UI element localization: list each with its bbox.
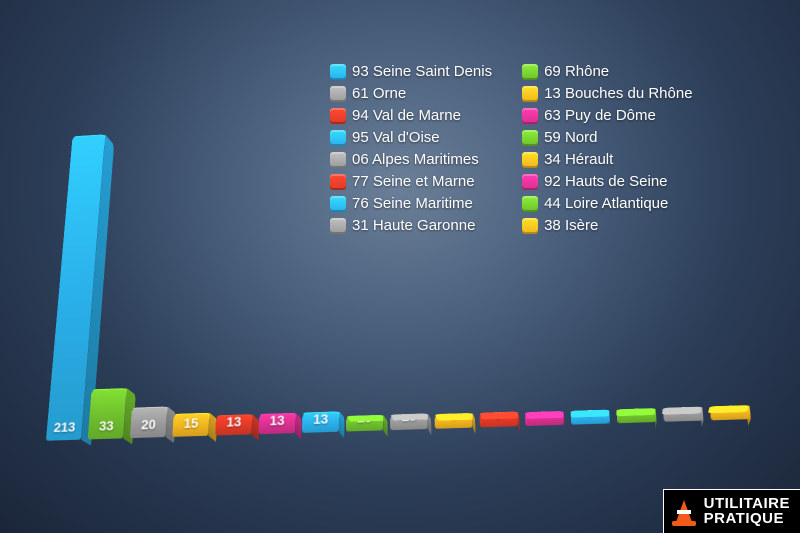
legend-item: 69 Rhône <box>522 62 692 82</box>
legend-label: 06 Alpes Maritimes <box>352 150 479 170</box>
legend-column: 69 Rhône13 Bouches du Rhône63 Puy de Dôm… <box>522 62 692 236</box>
bar-value-label: 9 <box>435 406 473 423</box>
legend-item: 38 Isère <box>522 216 692 236</box>
bar: 9 <box>480 412 519 428</box>
legend-item: 31 Haute Garonne <box>330 216 492 236</box>
bar-value-label: 9 <box>479 405 518 422</box>
bar: 8 <box>663 407 704 422</box>
legend-swatch <box>522 64 538 80</box>
legend-label: 69 Rhône <box>544 62 609 82</box>
bar: 8 <box>617 408 657 423</box>
legend-label: 63 Puy de Dôme <box>544 106 656 126</box>
legend-item: 93 Seine Saint Denis <box>330 62 492 82</box>
legend-column: 93 Seine Saint Denis61 Orne94 Val de Mar… <box>330 62 492 236</box>
legend-swatch <box>522 152 538 168</box>
bar: 15 <box>172 412 209 437</box>
bar: 20 <box>130 406 168 438</box>
bar: 9 <box>435 413 473 429</box>
bar-value-label: 20 <box>130 416 167 432</box>
legend-item: 76 Seine Maritime <box>330 194 492 214</box>
traffic-cone-icon <box>672 496 696 526</box>
bar: 7 <box>710 405 751 420</box>
legend-label: 13 Bouches du Rhône <box>544 84 692 104</box>
bar-value-label: 33 <box>88 417 125 433</box>
legend-item: 77 Seine et Marne <box>330 172 492 192</box>
legend-swatch <box>522 130 538 146</box>
logo-line2: PRATIQUE <box>704 511 790 527</box>
logo-line1: UTILITAIRE <box>704 496 790 512</box>
logo-text: UTILITAIRE PRATIQUE <box>704 496 790 528</box>
legend-swatch <box>330 218 346 234</box>
legend-swatch <box>522 196 538 212</box>
bar: 10 <box>390 413 428 430</box>
legend-item: 61 Orne <box>330 84 492 104</box>
legend-label: 38 Isère <box>544 216 598 236</box>
legend-label: 61 Orne <box>352 84 406 104</box>
legend-item: 13 Bouches du Rhône <box>522 84 692 104</box>
brand-logo: UTILITAIRE PRATIQUE <box>663 489 800 533</box>
legend-item: 59 Nord <box>522 128 692 148</box>
chart-stage: 21333201513131310109988887 93 Seine Sain… <box>0 0 800 533</box>
legend-label: 44 Loire Atlantique <box>544 194 668 214</box>
legend-item: 94 Val de Marne <box>330 106 492 126</box>
legend-label: 94 Val de Marne <box>352 106 461 126</box>
bar: 13 <box>258 413 295 435</box>
legend-swatch <box>330 108 346 124</box>
chart-legend: 93 Seine Saint Denis61 Orne94 Val de Mar… <box>330 62 693 236</box>
bar-value-label: 15 <box>173 415 210 432</box>
legend-swatch <box>522 218 538 234</box>
legend-item: 34 Hérault <box>522 150 692 170</box>
legend-label: 93 Seine Saint Denis <box>352 62 492 82</box>
bar: 8 <box>570 410 610 425</box>
bar: 13 <box>215 414 252 435</box>
bar-value-label: 13 <box>259 412 296 429</box>
legend-item: 44 Loire Atlantique <box>522 194 692 214</box>
legend-label: 59 Nord <box>544 128 597 148</box>
bar: 13 <box>302 411 339 433</box>
legend-label: 31 Haute Garonne <box>352 216 475 236</box>
bar: 10 <box>346 415 383 432</box>
bar: 213 <box>46 134 105 441</box>
bar-value-label: 10 <box>390 408 428 425</box>
legend-swatch <box>330 152 346 168</box>
legend-label: 77 Seine et Marne <box>352 172 475 192</box>
legend-swatch <box>330 64 346 80</box>
bar-value-label: 13 <box>215 413 252 430</box>
legend-item: 95 Val d'Oise <box>330 128 492 148</box>
legend-label: 34 Hérault <box>544 150 613 170</box>
legend-swatch <box>330 130 346 146</box>
legend-swatch <box>330 174 346 190</box>
bar-value-label: 10 <box>346 409 383 426</box>
legend-swatch <box>522 108 538 124</box>
legend-item: 63 Puy de Dôme <box>522 106 692 126</box>
legend-item: 06 Alpes Maritimes <box>330 150 492 170</box>
legend-swatch <box>330 196 346 212</box>
legend-label: 76 Seine Maritime <box>352 194 473 214</box>
legend-swatch <box>522 174 538 190</box>
bar-value-label: 13 <box>302 410 339 427</box>
legend-label: 95 Val d'Oise <box>352 128 440 148</box>
legend-swatch <box>522 86 538 102</box>
bar: 33 <box>88 388 127 440</box>
legend-swatch <box>330 86 346 102</box>
bar-value-label: 213 <box>46 419 82 435</box>
bar: 8 <box>525 411 564 426</box>
legend-item: 92 Hauts de Seine <box>522 172 692 192</box>
legend-label: 92 Hauts de Seine <box>544 172 667 192</box>
